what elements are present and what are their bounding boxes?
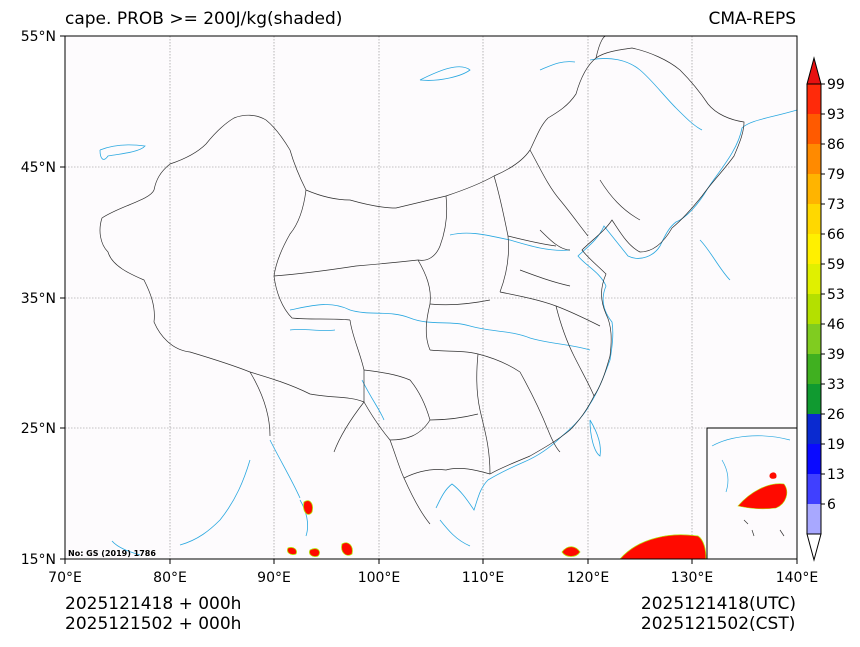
colorbar-label: 86	[827, 137, 845, 153]
colorbar-label: 46	[827, 317, 845, 333]
colorbar-segment	[807, 144, 821, 174]
lon-tick-120: 120°E	[567, 570, 610, 586]
footer-right-line1: 2025121418(UTC)	[640, 594, 796, 614]
colorbar-segment	[807, 204, 821, 234]
lat-tick-15: 15°N	[21, 552, 56, 568]
colorbar-label: 73	[827, 197, 845, 213]
inset-map	[706, 427, 798, 560]
colorbar-label: 39	[827, 347, 845, 363]
lat-tick-55: 55°N	[21, 29, 56, 45]
lat-tick-labels: 55°N 45°N 35°N 25°N 15°N	[21, 29, 56, 568]
colorbar-label: 53	[827, 287, 845, 303]
colorbar-label: 33	[827, 377, 845, 393]
footer-right-line2: 2025121502(CST)	[640, 614, 796, 634]
borders	[99, 35, 745, 525]
colorbar-segment	[807, 414, 821, 444]
colorbar-label: 66	[827, 227, 845, 243]
colorbar-segment	[807, 354, 821, 384]
colorbar-label: 79	[827, 167, 845, 183]
model-name: CMA-REPS	[708, 9, 796, 29]
lon-tick-80: 80°E	[153, 570, 187, 586]
lat-tick-25: 25°N	[21, 421, 56, 437]
colorbar-label: 99	[827, 77, 845, 93]
colorbar-bottom-arrow	[806, 533, 822, 562]
colorbar-frame	[806, 83, 822, 535]
map-background	[65, 36, 797, 559]
colorbar-label: 26	[827, 407, 845, 423]
map-title: cape. PROB >= 200J/kg(shaded)	[65, 9, 343, 29]
footer-right: 2025121418(UTC) 2025121502(CST)	[641, 594, 796, 634]
footer-left: 2025121418 + 000h 2025121502 + 000h	[65, 594, 241, 634]
colorbar-segment	[807, 324, 821, 354]
colorbar-segment	[807, 114, 821, 144]
lon-tick-100: 100°E	[358, 570, 401, 586]
lon-tick-70: 70°E	[48, 570, 82, 586]
colorbar-label: 6	[827, 497, 836, 513]
axis-ticks	[60, 35, 798, 564]
coastlines	[99, 58, 798, 556]
colorbar-segment	[807, 174, 821, 204]
shade-andaman	[303, 500, 313, 515]
colorbar-top-arrow	[806, 56, 822, 85]
colorbar-segment	[807, 294, 821, 324]
prob-shading	[287, 500, 707, 560]
colorbar-segment	[807, 384, 821, 414]
lon-tick-110: 110°E	[462, 570, 505, 586]
colorbar-segment	[807, 444, 821, 474]
colorbar-segment	[807, 84, 821, 114]
colorbar-segment	[807, 264, 821, 294]
lon-tick-140: 140°E	[776, 570, 819, 586]
lat-tick-45: 45°N	[21, 160, 56, 176]
colorbar-label: 19	[827, 437, 845, 453]
lon-tick-labels: 70°E 80°E 90°E 100°E 110°E 120°E 130°E 1…	[48, 570, 818, 586]
map-credit: No: GS (2019) 1786	[68, 549, 156, 558]
colorbar-segment	[807, 234, 821, 264]
colorbar: 99 93 86 79 73 66 59 53 46 39 33 26 19 13 6	[806, 56, 845, 562]
colorbar-segment	[807, 474, 821, 504]
colorbar-label: 13	[827, 467, 845, 483]
lon-tick-130: 130°E	[671, 570, 714, 586]
colorbar-label: 93	[827, 107, 845, 123]
colorbar-segment	[807, 504, 821, 534]
colorbar-label: 59	[827, 257, 845, 273]
footer-left-line1: 2025121418 + 000h	[65, 594, 242, 614]
footer-left-line2: 2025121502 + 000h	[65, 614, 242, 634]
lat-tick-35: 35°N	[21, 291, 56, 307]
lon-tick-90: 90°E	[257, 570, 291, 586]
shade-pacific	[619, 534, 707, 560]
